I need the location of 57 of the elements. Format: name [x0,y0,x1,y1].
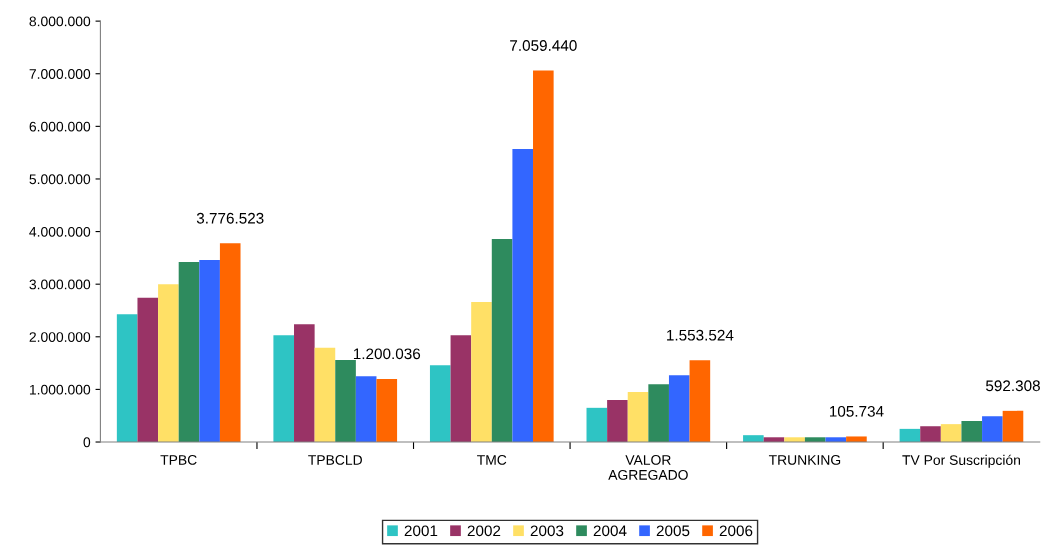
x-tick-label: TPBCLD [308,455,362,465]
bar [199,259,220,443]
bar [178,262,200,443]
legend-label: 2006 [719,525,753,537]
bar [607,399,628,443]
y-tick-label: 0 [83,437,91,448]
bar [982,416,1003,443]
legend-label: 2002 [467,525,501,537]
bar [116,314,138,443]
data-label: 3.776.523 [196,212,264,224]
x-tick-label: TV Por Suscripción [902,454,1020,468]
legend-label: 2005 [656,525,690,537]
y-tick-label: 8.000.000 [29,16,91,27]
bar [668,375,690,443]
bar [219,243,241,443]
x-tick-label: TMC [477,455,507,465]
y-tick-label: 4.000.000 [29,226,91,237]
bar [355,376,377,443]
bar [137,297,159,443]
bar [314,347,336,443]
bar [335,359,356,443]
bar [689,360,711,443]
y-tick-label: 6.000.000 [29,121,91,132]
bar [450,335,472,443]
bar [491,238,513,443]
legend-label: 2003 [530,525,564,537]
y-tick-label: 3.000.000 [29,279,91,290]
bar [273,335,295,443]
y-tick-label: 2.000.000 [29,332,91,342]
data-label: 1.200.036 [353,348,421,360]
y-tick-label: 1.000.000 [29,384,91,395]
legend-label: 2001 [404,525,438,537]
bar [533,70,554,443]
bar [376,378,398,443]
bar [1002,410,1024,443]
x-tick-label: TPBC [160,455,197,465]
y-tick-label: 7.000.000 [29,69,91,79]
data-label: 1.553.524 [667,329,734,341]
bar [158,284,179,443]
bar [648,384,669,443]
bar [961,420,983,443]
bar [920,426,941,443]
bar [846,436,867,443]
bar [294,324,315,443]
bar [429,365,451,443]
data-label: 592.308 [985,380,1040,392]
data-label: 105.734 [829,405,884,417]
bar [940,424,962,443]
bar [586,407,608,443]
data-label: 7.059.440 [510,40,577,51]
legend-label: 2004 [593,525,627,537]
bar [512,148,534,443]
y-tick-label: 5.000.000 [29,174,91,185]
bar [471,302,492,443]
x-tick-label: VALOR AGREGADO [608,455,688,480]
x-tick-label: TRUNKING [768,455,841,465]
bar [627,392,649,443]
